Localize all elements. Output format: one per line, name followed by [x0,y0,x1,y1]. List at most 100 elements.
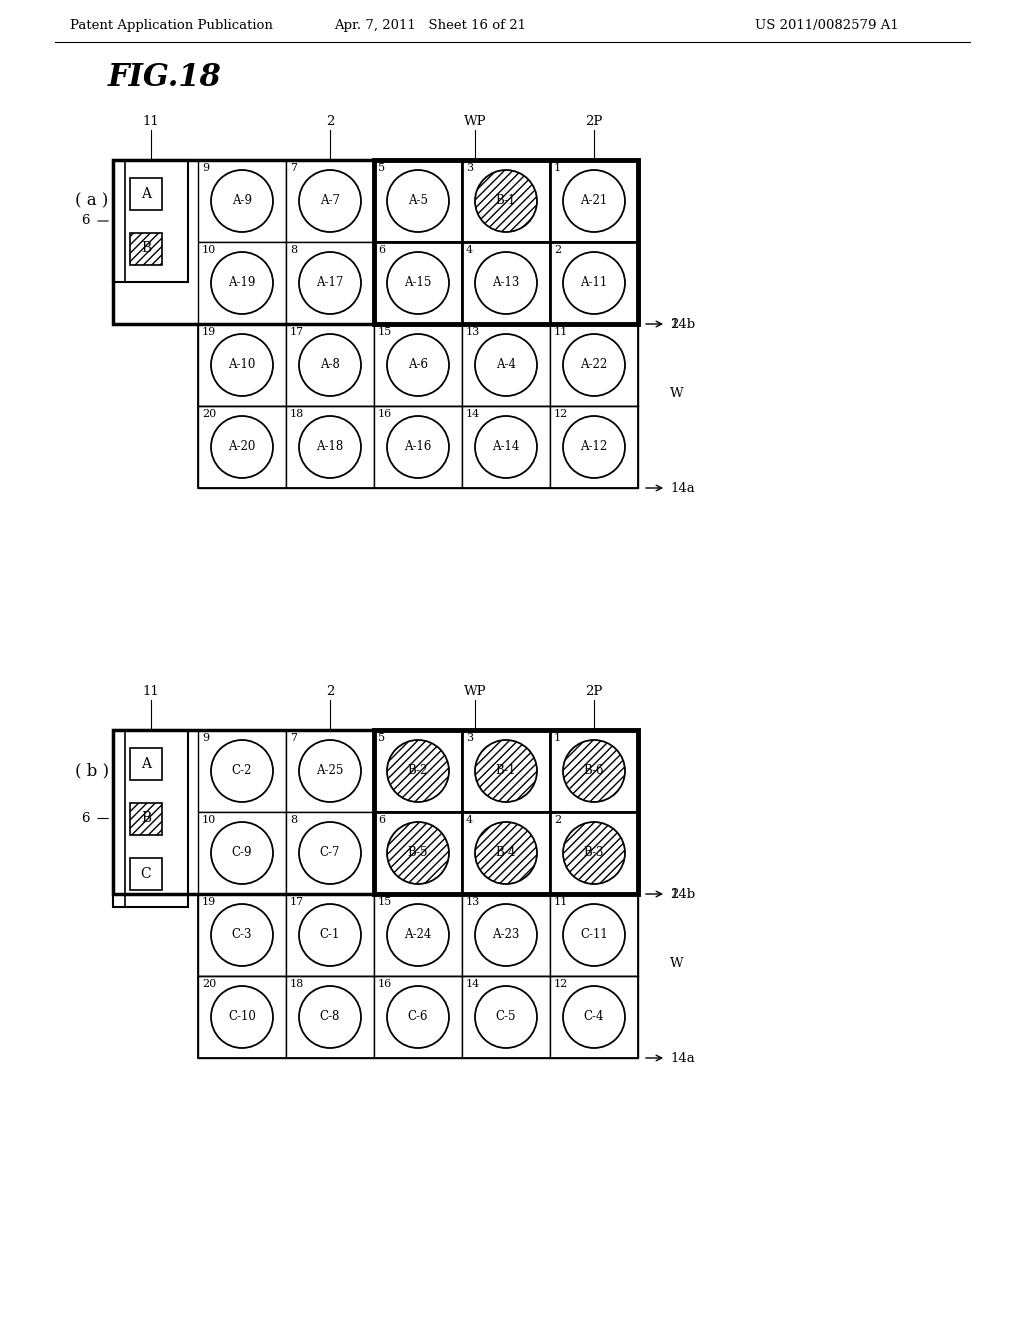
Bar [198,160,286,242]
Bar [374,242,462,323]
Bar [462,730,550,812]
Text: C-6: C-6 [408,1011,428,1023]
Circle shape [563,741,625,803]
Bar [462,160,550,242]
Text: B: B [141,242,152,256]
Bar [374,407,462,488]
Text: 6: 6 [378,246,385,255]
Text: 2: 2 [670,887,678,900]
Text: W: W [670,387,684,400]
Bar [286,894,374,975]
Text: 14a: 14a [670,1052,694,1064]
Text: B-2: B-2 [408,764,428,777]
Circle shape [563,334,625,396]
Text: 15: 15 [378,327,392,337]
Text: 2: 2 [326,685,334,698]
Text: 19: 19 [202,898,216,907]
Bar [374,975,462,1059]
Text: 4: 4 [466,814,473,825]
Bar [130,232,162,264]
Text: C-8: C-8 [319,1011,340,1023]
Text: A-11: A-11 [581,276,607,289]
Text: B-6: B-6 [584,764,604,777]
Bar [374,730,638,894]
Text: A-14: A-14 [493,441,520,454]
Text: A-19: A-19 [228,276,256,289]
Text: A-17: A-17 [316,276,344,289]
Bar [198,242,286,323]
Text: C-4: C-4 [584,1011,604,1023]
Text: A: A [141,186,151,201]
Text: A-8: A-8 [321,359,340,371]
Text: A-18: A-18 [316,441,344,454]
Text: 11: 11 [554,327,568,337]
Circle shape [475,904,537,966]
Bar [130,858,162,890]
Text: 15: 15 [378,898,392,907]
Circle shape [475,741,537,803]
Text: 16: 16 [378,409,392,418]
Bar [286,812,374,894]
Circle shape [211,252,273,314]
Text: 6: 6 [81,214,89,227]
Text: B-4: B-4 [496,846,516,859]
Text: 11: 11 [142,115,159,128]
Text: ( b ): ( b ) [75,763,110,780]
Text: 6: 6 [378,814,385,825]
Bar [374,323,462,407]
Circle shape [299,904,361,966]
Text: 5: 5 [378,733,385,743]
Bar [550,160,638,242]
Circle shape [475,822,537,884]
Circle shape [563,170,625,232]
Circle shape [211,334,273,396]
Bar [550,730,638,812]
Text: 1: 1 [554,162,561,173]
Text: B: B [141,812,152,825]
Bar [198,975,286,1059]
Bar [198,730,286,812]
Circle shape [211,170,273,232]
Text: FIG.18: FIG.18 [108,62,222,92]
Bar [113,730,638,894]
Text: C-2: C-2 [231,764,252,777]
Bar [550,323,638,407]
Text: 3: 3 [466,162,473,173]
Bar [130,803,162,834]
Text: A-25: A-25 [316,764,344,777]
Bar [286,242,374,323]
Text: 11: 11 [554,898,568,907]
Circle shape [299,986,361,1048]
Bar [550,242,638,323]
Bar [198,323,638,488]
Text: 8: 8 [290,246,297,255]
Text: B-5: B-5 [408,846,428,859]
Circle shape [475,170,537,232]
Text: C-7: C-7 [319,846,340,859]
Text: 14b: 14b [670,887,695,900]
Circle shape [211,986,273,1048]
Text: A-24: A-24 [404,928,432,941]
Bar [130,177,162,210]
Bar [130,747,162,780]
Text: 18: 18 [290,409,304,418]
Circle shape [211,904,273,966]
Text: B-1: B-1 [496,764,516,777]
Circle shape [211,416,273,478]
Text: C-9: C-9 [231,846,252,859]
Circle shape [475,334,537,396]
Circle shape [299,822,361,884]
Bar [374,812,462,894]
Text: A: A [141,756,151,771]
Text: C-5: C-5 [496,1011,516,1023]
Text: 2: 2 [326,115,334,128]
Text: A-7: A-7 [319,194,340,207]
Text: 14b: 14b [670,318,695,330]
Bar [198,323,286,407]
Text: A-4: A-4 [496,359,516,371]
Bar [462,242,550,323]
Bar [198,894,638,1059]
Text: 5: 5 [378,162,385,173]
Bar [550,975,638,1059]
Circle shape [211,741,273,803]
